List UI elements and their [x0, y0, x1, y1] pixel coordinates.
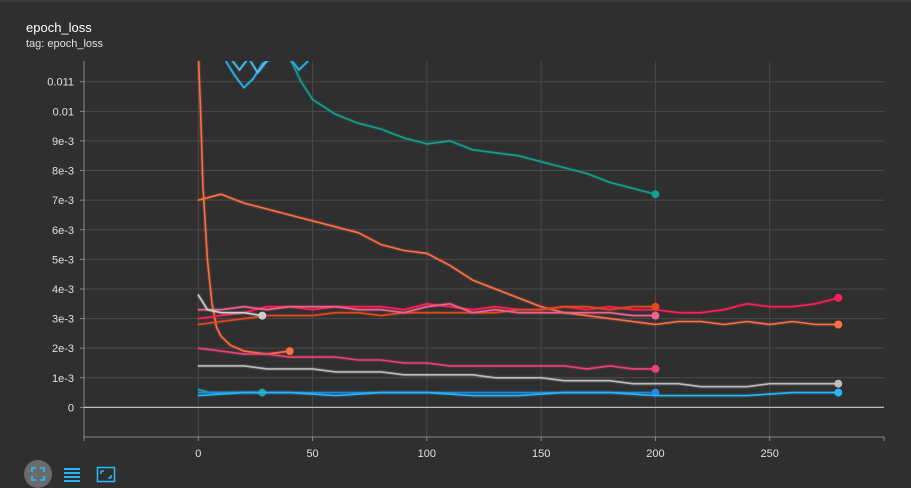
series-line — [231, 61, 269, 74]
x-tick-label: 50 — [306, 448, 318, 460]
series-end-point — [651, 364, 660, 373]
series-end-point — [651, 190, 660, 199]
series-end-point — [834, 379, 843, 388]
series-line — [224, 61, 309, 89]
y-tick-label: 6e-3 — [52, 225, 74, 237]
series-end-point — [651, 311, 660, 320]
series-line — [197, 294, 264, 317]
series-line — [197, 193, 840, 326]
y-tick-label: 0.01 — [53, 106, 74, 118]
series-end-point — [834, 388, 843, 397]
chart-tag: tag: epoch_loss — [26, 38, 104, 50]
chart-toolbar — [24, 460, 120, 488]
series-end-point — [834, 320, 843, 329]
series-end-point — [285, 347, 294, 356]
data-table-button[interactable] — [58, 460, 86, 488]
y-tick-label: 8e-3 — [52, 166, 74, 178]
series-end-point — [651, 302, 660, 311]
panel-top-border — [0, 0, 911, 2]
data-table-icon — [64, 468, 80, 482]
x-tick-label: 200 — [646, 448, 664, 460]
y-tick-label: 1e-3 — [52, 373, 74, 385]
series-end-point — [834, 293, 843, 302]
series-end-point — [258, 311, 267, 320]
line-chart[interactable]: 0 1e-3 2e-3 3e-3 4e-3 5e-3 6e-3 7e-3 8e-3 9e-3 0.0… — [0, 0, 911, 460]
x-tick-label: 150 — [532, 448, 550, 460]
series-line — [197, 303, 657, 317]
series-raw-line — [288, 61, 656, 197]
y-tick-label: 2e-3 — [52, 343, 74, 355]
x-tick-label: 250 — [761, 448, 779, 460]
chart-title: epoch_loss — [26, 20, 92, 35]
series-group — [196, 61, 843, 398]
series-line — [197, 61, 291, 355]
series-line — [197, 305, 657, 326]
series-end-point — [651, 388, 660, 397]
y-tick-label: 3e-3 — [52, 314, 74, 326]
fullscreen-button[interactable] — [24, 460, 52, 488]
y-tick-label: 0.011 — [47, 77, 74, 89]
chart-header: epoch_loss tag: epoch_loss — [26, 20, 103, 51]
series-line — [197, 391, 840, 397]
series-line — [197, 347, 657, 370]
y-tick-label: 4e-3 — [52, 284, 74, 296]
fullscreen-icon — [31, 467, 45, 481]
x-tick-label: 0 — [195, 448, 201, 460]
x-tick-label: 100 — [418, 448, 436, 460]
fit-domain-button[interactable] — [92, 460, 120, 488]
y-tick-label: 9e-3 — [52, 136, 74, 148]
series-line — [197, 365, 840, 388]
y-tick-label: 5e-3 — [52, 254, 74, 266]
y-tick-label: 7e-3 — [52, 195, 74, 207]
fit-domain-icon — [96, 466, 116, 483]
y-tick-label: 0 — [68, 402, 74, 414]
series-line — [290, 61, 657, 195]
